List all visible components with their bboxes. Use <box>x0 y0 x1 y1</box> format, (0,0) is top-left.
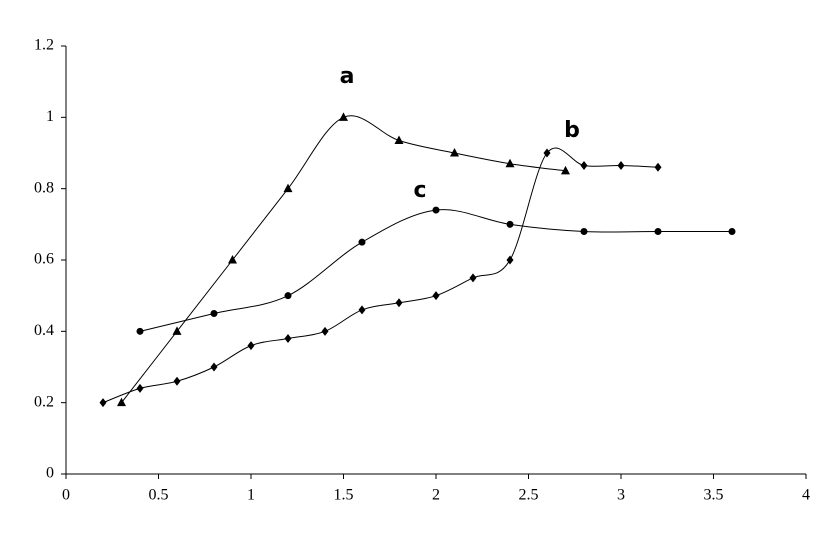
marker <box>228 255 237 264</box>
x-tick-label: 3 <box>617 487 625 504</box>
marker <box>136 383 144 393</box>
marker <box>321 326 329 336</box>
y-tick-label: 0.4 <box>34 322 54 339</box>
marker <box>99 398 107 408</box>
marker <box>284 292 292 300</box>
marker <box>172 326 182 335</box>
marker <box>506 220 514 228</box>
y-tick-label: 1 <box>46 108 54 125</box>
x-tick-label: 2 <box>432 487 440 504</box>
marker <box>210 310 218 317</box>
marker <box>358 305 366 315</box>
y-tick-label: 1.2 <box>34 37 54 54</box>
x-tick-label: 0 <box>62 487 70 504</box>
marker <box>173 376 181 386</box>
x-tick-label: 2.5 <box>519 487 539 504</box>
y-tick-label: 0 <box>46 465 54 482</box>
marker <box>728 227 736 235</box>
marker <box>247 341 255 351</box>
marker <box>580 227 588 235</box>
marker <box>394 135 404 145</box>
x-tick-label: 4 <box>802 487 810 504</box>
series-label: a <box>340 64 355 89</box>
marker <box>506 255 514 265</box>
y-tick-label: 0.6 <box>34 251 54 268</box>
x-tick-label: 0.5 <box>149 487 169 504</box>
marker <box>117 397 126 407</box>
series-line <box>139 209 732 332</box>
marker <box>136 327 144 335</box>
series-line <box>121 115 566 403</box>
marker <box>450 148 459 157</box>
marker <box>358 238 366 246</box>
series-label: b <box>564 118 580 143</box>
marker <box>654 162 662 172</box>
marker <box>580 160 588 170</box>
marker <box>432 206 440 214</box>
marker <box>654 227 662 235</box>
marker <box>395 298 403 308</box>
x-tick-label: 1 <box>247 487 255 504</box>
marker <box>284 333 292 343</box>
y-tick-label: 0.2 <box>34 393 54 410</box>
marker <box>561 165 570 175</box>
marker <box>432 291 440 301</box>
marker <box>469 273 477 283</box>
marker <box>505 158 515 168</box>
marker <box>210 362 218 372</box>
marker <box>283 183 293 193</box>
series-label: c <box>413 178 426 203</box>
x-tick-label: 1.5 <box>334 487 354 504</box>
x-tick-label: 3.5 <box>704 487 724 504</box>
marker <box>543 148 551 158</box>
series-line <box>102 147 659 404</box>
y-tick-label: 0.8 <box>34 179 54 196</box>
marker <box>339 112 348 121</box>
marker <box>617 160 625 170</box>
